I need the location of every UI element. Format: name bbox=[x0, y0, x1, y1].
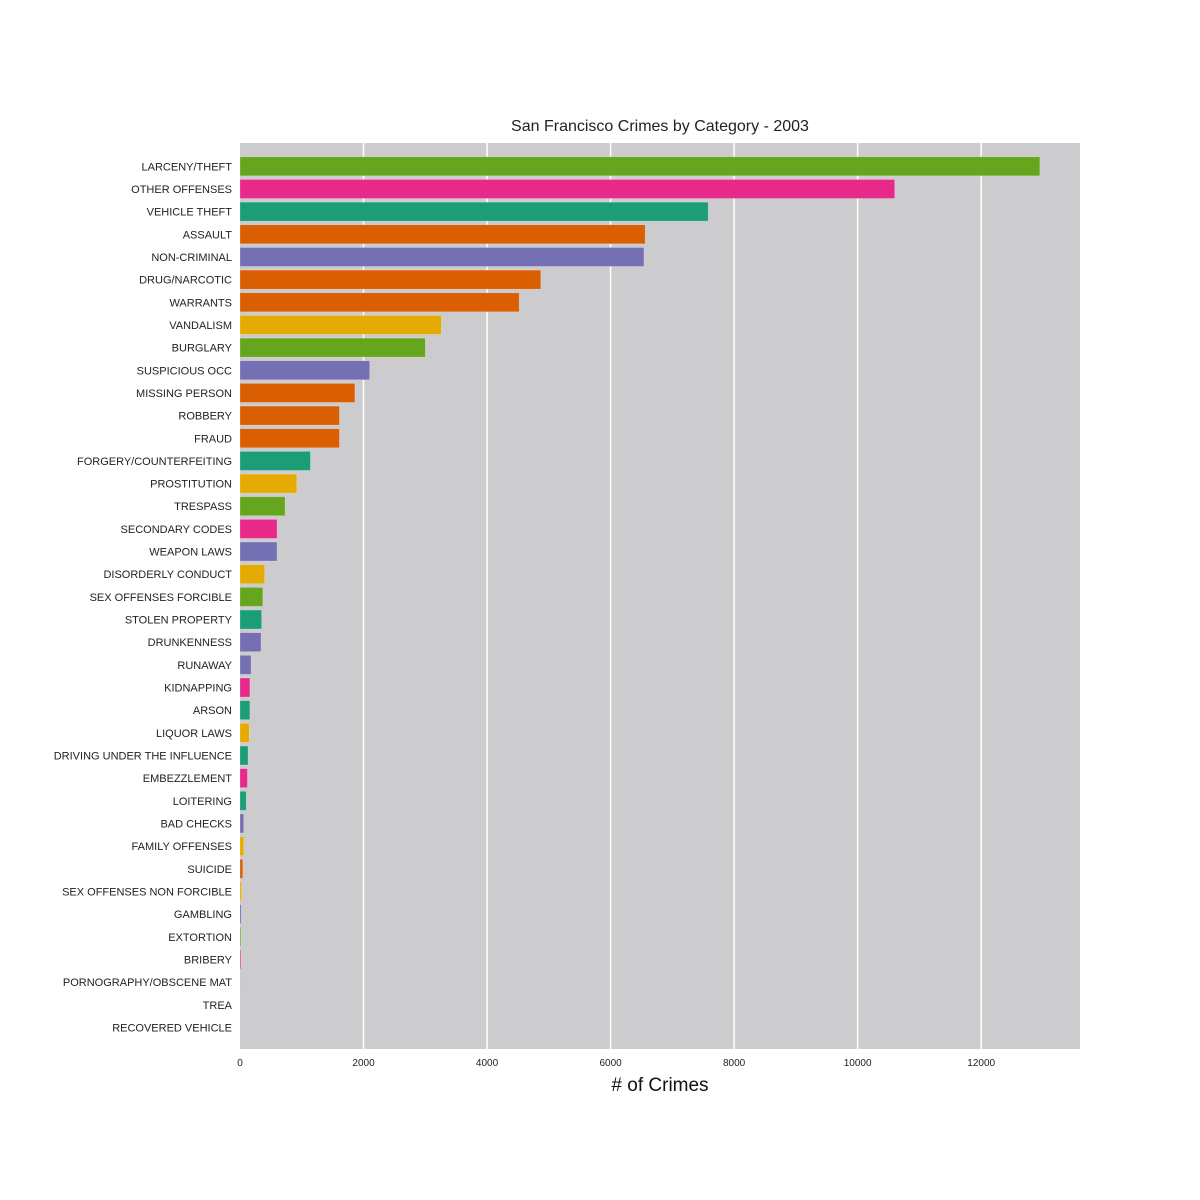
bar bbox=[239, 609, 262, 630]
category-label: ASSAULT bbox=[183, 229, 233, 241]
category-label: WARRANTS bbox=[169, 297, 232, 309]
category-label: DRIVING UNDER THE INFLUENCE bbox=[54, 750, 232, 762]
category-label: RECOVERED VEHICLE bbox=[112, 1022, 232, 1034]
x-tick-labels: 0 2000 4000 6000 8000 10000 12000 bbox=[237, 1058, 995, 1069]
bars bbox=[239, 156, 1041, 1038]
bar bbox=[239, 745, 249, 766]
category-label: FORGERY/COUNTERFEITING bbox=[77, 456, 232, 468]
category-label: BRIBERY bbox=[184, 954, 233, 966]
bar bbox=[239, 564, 266, 585]
category-label: EMBEZZLEMENT bbox=[143, 773, 233, 785]
bar bbox=[239, 926, 242, 947]
x-tick-label: 8000 bbox=[723, 1058, 746, 1069]
category-labels: LARCENY/THEFT OTHER OFFENSES VEHICLE THEFT… bbox=[54, 161, 233, 1034]
category-label: GAMBLING bbox=[174, 909, 232, 921]
bar bbox=[239, 451, 311, 471]
chart-title: San Francisco Crimes by Category - 2003 bbox=[511, 118, 809, 135]
category-label: PORNOGRAPHY/OBSCENE MAT bbox=[63, 977, 232, 989]
x-tick-label: 10000 bbox=[844, 1058, 872, 1069]
category-label: STOLEN PROPERTY bbox=[125, 615, 233, 627]
category-label: OTHER OFFENSES bbox=[131, 184, 232, 196]
category-label: LARCENY/THEFT bbox=[142, 161, 233, 173]
bar bbox=[239, 428, 340, 449]
bar bbox=[239, 791, 247, 811]
category-label: ROBBERY bbox=[178, 411, 232, 423]
category-label: SUICIDE bbox=[187, 864, 232, 876]
bar bbox=[239, 156, 1041, 177]
bar bbox=[239, 179, 896, 199]
category-label: TREA bbox=[203, 1000, 233, 1012]
bar bbox=[239, 519, 278, 539]
category-label: VEHICLE THEFT bbox=[147, 207, 233, 219]
category-label: MISSING PERSON bbox=[136, 388, 232, 400]
bar bbox=[239, 904, 242, 924]
x-tick-label: 6000 bbox=[599, 1058, 622, 1069]
category-label: WEAPON LAWS bbox=[149, 547, 232, 559]
bar bbox=[239, 655, 252, 675]
category-label: TRESPASS bbox=[174, 501, 232, 513]
bar bbox=[239, 292, 520, 313]
bar bbox=[239, 224, 646, 245]
category-label: DISORDERLY CONDUCT bbox=[103, 569, 232, 581]
category-label: DRUNKENNESS bbox=[148, 637, 232, 649]
category-label: SEX OFFENSES NON FORCIBLE bbox=[62, 886, 232, 898]
category-label: SECONDARY CODES bbox=[121, 524, 232, 536]
category-label: PROSTITUTION bbox=[150, 479, 232, 491]
bar bbox=[239, 632, 262, 652]
x-tick-label: 2000 bbox=[352, 1058, 375, 1069]
category-label: LOITERING bbox=[173, 796, 232, 808]
x-tick-label: 0 bbox=[237, 1058, 243, 1069]
bar bbox=[239, 700, 251, 720]
category-label: KIDNAPPING bbox=[164, 683, 232, 695]
bar bbox=[239, 315, 442, 335]
category-label: RUNAWAY bbox=[177, 660, 232, 672]
category-label: VANDALISM bbox=[169, 320, 232, 332]
bar bbox=[239, 473, 298, 494]
category-label: SEX OFFENSES FORCIBLE bbox=[90, 592, 232, 604]
bar bbox=[239, 949, 242, 970]
bar bbox=[239, 247, 645, 267]
x-axis-label: # of Crimes bbox=[611, 1075, 708, 1096]
bar bbox=[239, 881, 242, 902]
bar bbox=[239, 723, 250, 743]
category-label: BAD CHECKS bbox=[160, 818, 232, 830]
category-label: LIQUOR LAWS bbox=[156, 728, 232, 740]
category-label: ARSON bbox=[193, 705, 232, 717]
category-label: NON-CRIMINAL bbox=[151, 252, 232, 264]
bar bbox=[239, 405, 340, 426]
category-label: BURGLARY bbox=[172, 343, 233, 355]
category-label: DRUG/NARCOTIC bbox=[139, 275, 232, 287]
category-label: EXTORTION bbox=[168, 932, 232, 944]
bar bbox=[239, 813, 245, 834]
category-label: FAMILY OFFENSES bbox=[132, 841, 232, 853]
bar bbox=[239, 269, 542, 290]
category-label: SUSPICIOUS OCC bbox=[137, 365, 232, 377]
bar bbox=[239, 337, 426, 358]
bar bbox=[239, 768, 248, 788]
bar bbox=[239, 677, 251, 698]
bar bbox=[239, 836, 245, 856]
bar bbox=[239, 858, 244, 879]
x-tick-label: 4000 bbox=[476, 1058, 499, 1069]
bar bbox=[239, 496, 286, 517]
bar bbox=[239, 541, 278, 562]
category-label: FRAUD bbox=[194, 433, 232, 445]
bar bbox=[239, 383, 356, 403]
x-tick-label: 12000 bbox=[967, 1058, 995, 1069]
bar bbox=[239, 360, 371, 381]
bar bbox=[239, 201, 709, 222]
bar bbox=[239, 587, 264, 607]
